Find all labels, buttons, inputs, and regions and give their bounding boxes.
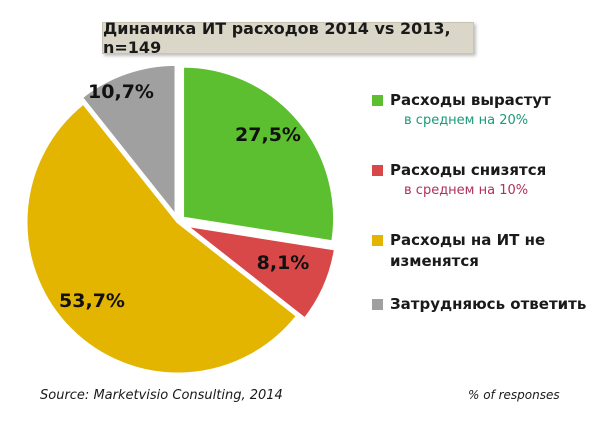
pie-slice-decrease	[179, 222, 338, 322]
chart-title: Динамика ИТ расходов 2014 vs 2013, n=149	[102, 19, 474, 57]
legend-sublabel-increase: в среднем на 20%	[404, 113, 529, 128]
pie-slice-unchanged	[24, 100, 300, 376]
pie-slice-increase	[181, 64, 337, 244]
pie-slice-unsure	[79, 62, 178, 221]
data-label-unchanged: 53,7%	[59, 290, 125, 312]
legend-swatch-unchanged	[372, 235, 383, 246]
data-label-unsure: 10,7%	[88, 81, 154, 103]
legend-swatch-unsure	[372, 299, 383, 310]
legend-swatch-increase	[372, 95, 383, 106]
legend-label-decrease: Расходы снизятся	[390, 161, 547, 179]
legend-swatch-decrease	[372, 165, 383, 176]
legend-label-increase: Расходы вырастут	[390, 91, 551, 109]
units-note: % of responses	[468, 388, 560, 402]
data-label-increase: 27,5%	[235, 124, 301, 146]
legend-label-unchanged: Расходы на ИТ не изменятся	[390, 231, 546, 270]
data-label-decrease: 8,1%	[257, 252, 310, 274]
legend-sublabel-decrease: в среднем на 10%	[404, 183, 529, 198]
source-note: Source: Marketvisio Consulting, 2014	[40, 388, 283, 403]
legend-label-unsure: Затрудняюсь ответить	[390, 295, 587, 313]
